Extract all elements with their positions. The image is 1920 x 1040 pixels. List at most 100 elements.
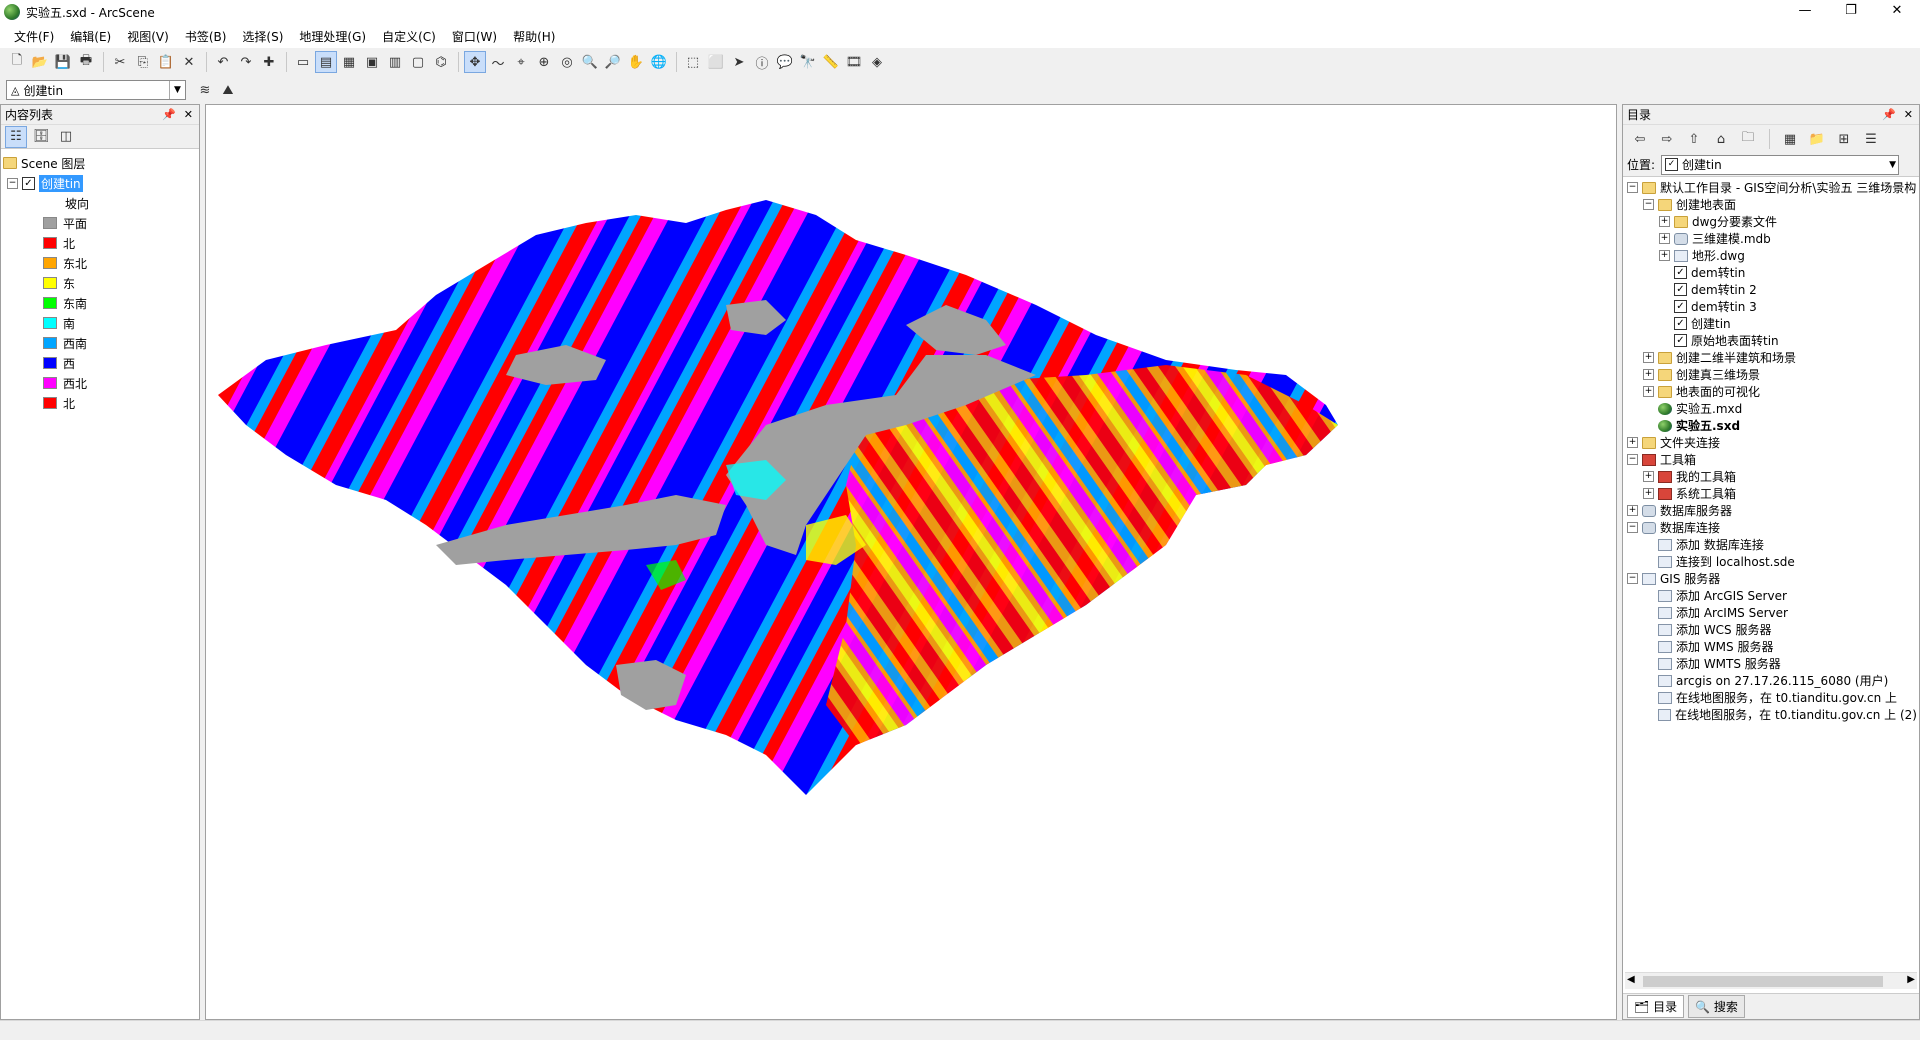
expand-icon[interactable]: + — [1643, 471, 1654, 482]
menu-bookmarks[interactable]: 书签(B) — [184, 29, 227, 44]
connect-folder-icon[interactable]: 🗀 — [1741, 130, 1755, 145]
cut-icon[interactable]: ✂ — [114, 54, 126, 70]
legend-item[interactable]: 西 — [3, 353, 197, 373]
contour-icon[interactable]: ≋ — [199, 82, 211, 98]
tree-item[interactable]: ✓ dem转tin 2 — [1625, 281, 1917, 298]
tree-item[interactable]: 添加 ArcIMS Server — [1625, 604, 1917, 621]
expand-icon[interactable]: + — [1643, 352, 1654, 363]
animation-icon[interactable]: 🎞 — [845, 54, 863, 70]
tree-item[interactable]: + 我的工具箱 — [1625, 468, 1917, 485]
model-builder-icon[interactable]: ⌬ — [435, 54, 447, 70]
3d-effects-icon[interactable]: ◈ — [872, 54, 882, 70]
center-on-target-icon[interactable]: ⌖ — [517, 54, 525, 70]
tab-catalog[interactable]: 🗂 目录 — [1627, 995, 1685, 1018]
legend-item[interactable]: 西南 — [3, 333, 197, 353]
layer-name[interactable]: 创建tin — [39, 174, 83, 192]
catalog-window-icon[interactable]: ▦ — [342, 54, 356, 70]
tree-item[interactable]: − GIS 服务器 — [1625, 570, 1917, 587]
scene-layers-root[interactable]: Scene 图层 — [3, 153, 197, 173]
tree-item[interactable]: + 系统工具箱 — [1625, 485, 1917, 502]
pin-icon[interactable]: 📌 — [162, 108, 176, 121]
tree-item[interactable]: ✓ dem转tin — [1625, 264, 1917, 281]
expand-icon[interactable]: + — [1659, 216, 1670, 227]
legend-item[interactable]: 东 — [3, 273, 197, 293]
paste-icon[interactable]: 📋 — [157, 54, 175, 70]
new-folder-icon[interactable]: 📁 — [1808, 131, 1826, 147]
arctoolbox-icon[interactable]: ▥ — [388, 54, 402, 70]
tree-item[interactable]: + 创建真三维场景 — [1625, 366, 1917, 383]
scene-properties-icon[interactable]: ▭ — [296, 54, 310, 70]
pan-icon[interactable]: ✋ — [627, 54, 645, 70]
open-folder-icon[interactable]: 📂 — [31, 54, 49, 70]
tree-item[interactable]: + 地表面的可视化 — [1625, 383, 1917, 400]
navigate-icon[interactable]: ✥ — [464, 51, 486, 73]
list-by-drawing-order-icon[interactable]: ☷ — [5, 125, 27, 148]
tree-item[interactable]: arcgis on 27.17.26.115_6080 (用户) — [1625, 672, 1917, 689]
tree-item[interactable]: + 创建二维半建筑和场景 — [1625, 349, 1917, 366]
view-options-icon[interactable]: ▦ — [1783, 131, 1797, 147]
options-icon[interactable]: ☰ — [1865, 131, 1877, 147]
legend-item[interactable]: 东北 — [3, 253, 197, 273]
measure-icon[interactable]: 📏 — [822, 54, 840, 70]
legend-item[interactable]: 平面 — [3, 213, 197, 233]
pin-icon[interactable]: 📌 — [1882, 108, 1896, 121]
location-dropdown[interactable]: ✓ 创建tin ▼ — [1661, 154, 1900, 175]
expand-icon[interactable]: + — [1643, 488, 1654, 499]
list-by-visibility-icon[interactable]: ◫ — [59, 129, 73, 144]
expand-icon[interactable]: + — [1643, 386, 1654, 397]
clear-selection-icon[interactable]: ⬜ — [707, 54, 725, 70]
layer-visibility-checkbox[interactable]: ✓ — [22, 176, 35, 190]
set-observer-icon[interactable]: ◎ — [561, 54, 573, 70]
select-features-icon[interactable]: ⬚ — [686, 54, 700, 70]
tree-item[interactable]: − 创建地表面 — [1625, 196, 1917, 213]
menu-windows[interactable]: 窗口(W) — [451, 29, 498, 44]
tree-item[interactable]: 添加 WMTS 服务器 — [1625, 655, 1917, 672]
legend-item[interactable]: 北 — [3, 233, 197, 253]
forward-arrow-icon[interactable]: ⇨ — [1661, 131, 1673, 147]
print-icon[interactable]: 🖶 — [79, 53, 93, 68]
expand-icon[interactable]: + — [1643, 369, 1654, 380]
undo-icon[interactable]: ↶ — [217, 54, 229, 70]
tree-item[interactable]: − 默认工作目录 - GIS空间分析\实验五 三维场景构 — [1625, 179, 1917, 196]
select-elements-icon[interactable]: ➤ — [733, 54, 745, 70]
close-icon[interactable]: ✕ — [183, 108, 193, 121]
toc-window-icon[interactable]: ▤ — [315, 51, 337, 73]
tree-item[interactable]: ✓ dem转tin 3 — [1625, 298, 1917, 315]
search-window-icon[interactable]: ▣ — [365, 54, 379, 70]
tree-item[interactable]: 添加 WMS 服务器 — [1625, 638, 1917, 655]
expand-icon[interactable]: + — [1627, 437, 1638, 448]
close-icon[interactable]: ✕ — [1903, 108, 1913, 121]
expand-icon[interactable]: + — [1659, 250, 1670, 261]
tree-item[interactable]: + 三维建模.mdb — [1625, 230, 1917, 247]
tree-item[interactable]: 添加 WCS 服务器 — [1625, 621, 1917, 638]
tree-item[interactable]: 实验五.mxd — [1625, 400, 1917, 417]
legend-item[interactable]: 南 — [3, 313, 197, 333]
fly-icon[interactable]: 〜 — [491, 56, 505, 72]
html-popup-icon[interactable]: 💬 — [776, 54, 794, 70]
back-arrow-icon[interactable]: ⇦ — [1634, 131, 1646, 147]
full-extent-icon[interactable]: 🌐 — [650, 54, 668, 70]
collapse-icon[interactable]: − — [1643, 199, 1654, 210]
legend-item[interactable]: 西北 — [3, 373, 197, 393]
identify-icon[interactable]: ⓘ — [755, 56, 769, 72]
up-folder-icon[interactable]: ⇧ — [1688, 131, 1700, 147]
legend-item[interactable]: 东南 — [3, 293, 197, 313]
toggle-contents-icon[interactable]: ⊞ — [1838, 131, 1850, 147]
menu-selection[interactable]: 选择(S) — [242, 29, 284, 44]
layer-row[interactable]: − ✓ 创建tin — [3, 173, 197, 193]
collapse-icon[interactable]: − — [1627, 182, 1638, 193]
home-folder-icon[interactable]: ⌂ — [1716, 131, 1726, 147]
find-icon[interactable]: 🔭 — [799, 54, 817, 70]
zoom-in-icon[interactable]: 🔍 — [581, 54, 599, 70]
tree-item[interactable]: + dwg分要素文件 — [1625, 213, 1917, 230]
tree-item[interactable]: + 地形.dwg — [1625, 247, 1917, 264]
minimize-button[interactable]: — — [1798, 3, 1812, 18]
menu-file[interactable]: 文件(F) — [14, 29, 55, 44]
add-data-icon[interactable]: ✚ — [263, 54, 275, 70]
copy-icon[interactable]: ⎘ — [137, 54, 149, 70]
steepest-path-icon[interactable]: ⛰ — [222, 82, 234, 98]
tree-item[interactable]: 在线地图服务，在 t0.tianditu.gov.cn 上 — [1625, 689, 1917, 706]
tree-item[interactable]: ✓ 原始地表面转tin — [1625, 332, 1917, 349]
zoom-to-target-icon[interactable]: ⊕ — [538, 54, 550, 70]
tab-search[interactable]: 🔍 搜索 — [1688, 995, 1745, 1018]
